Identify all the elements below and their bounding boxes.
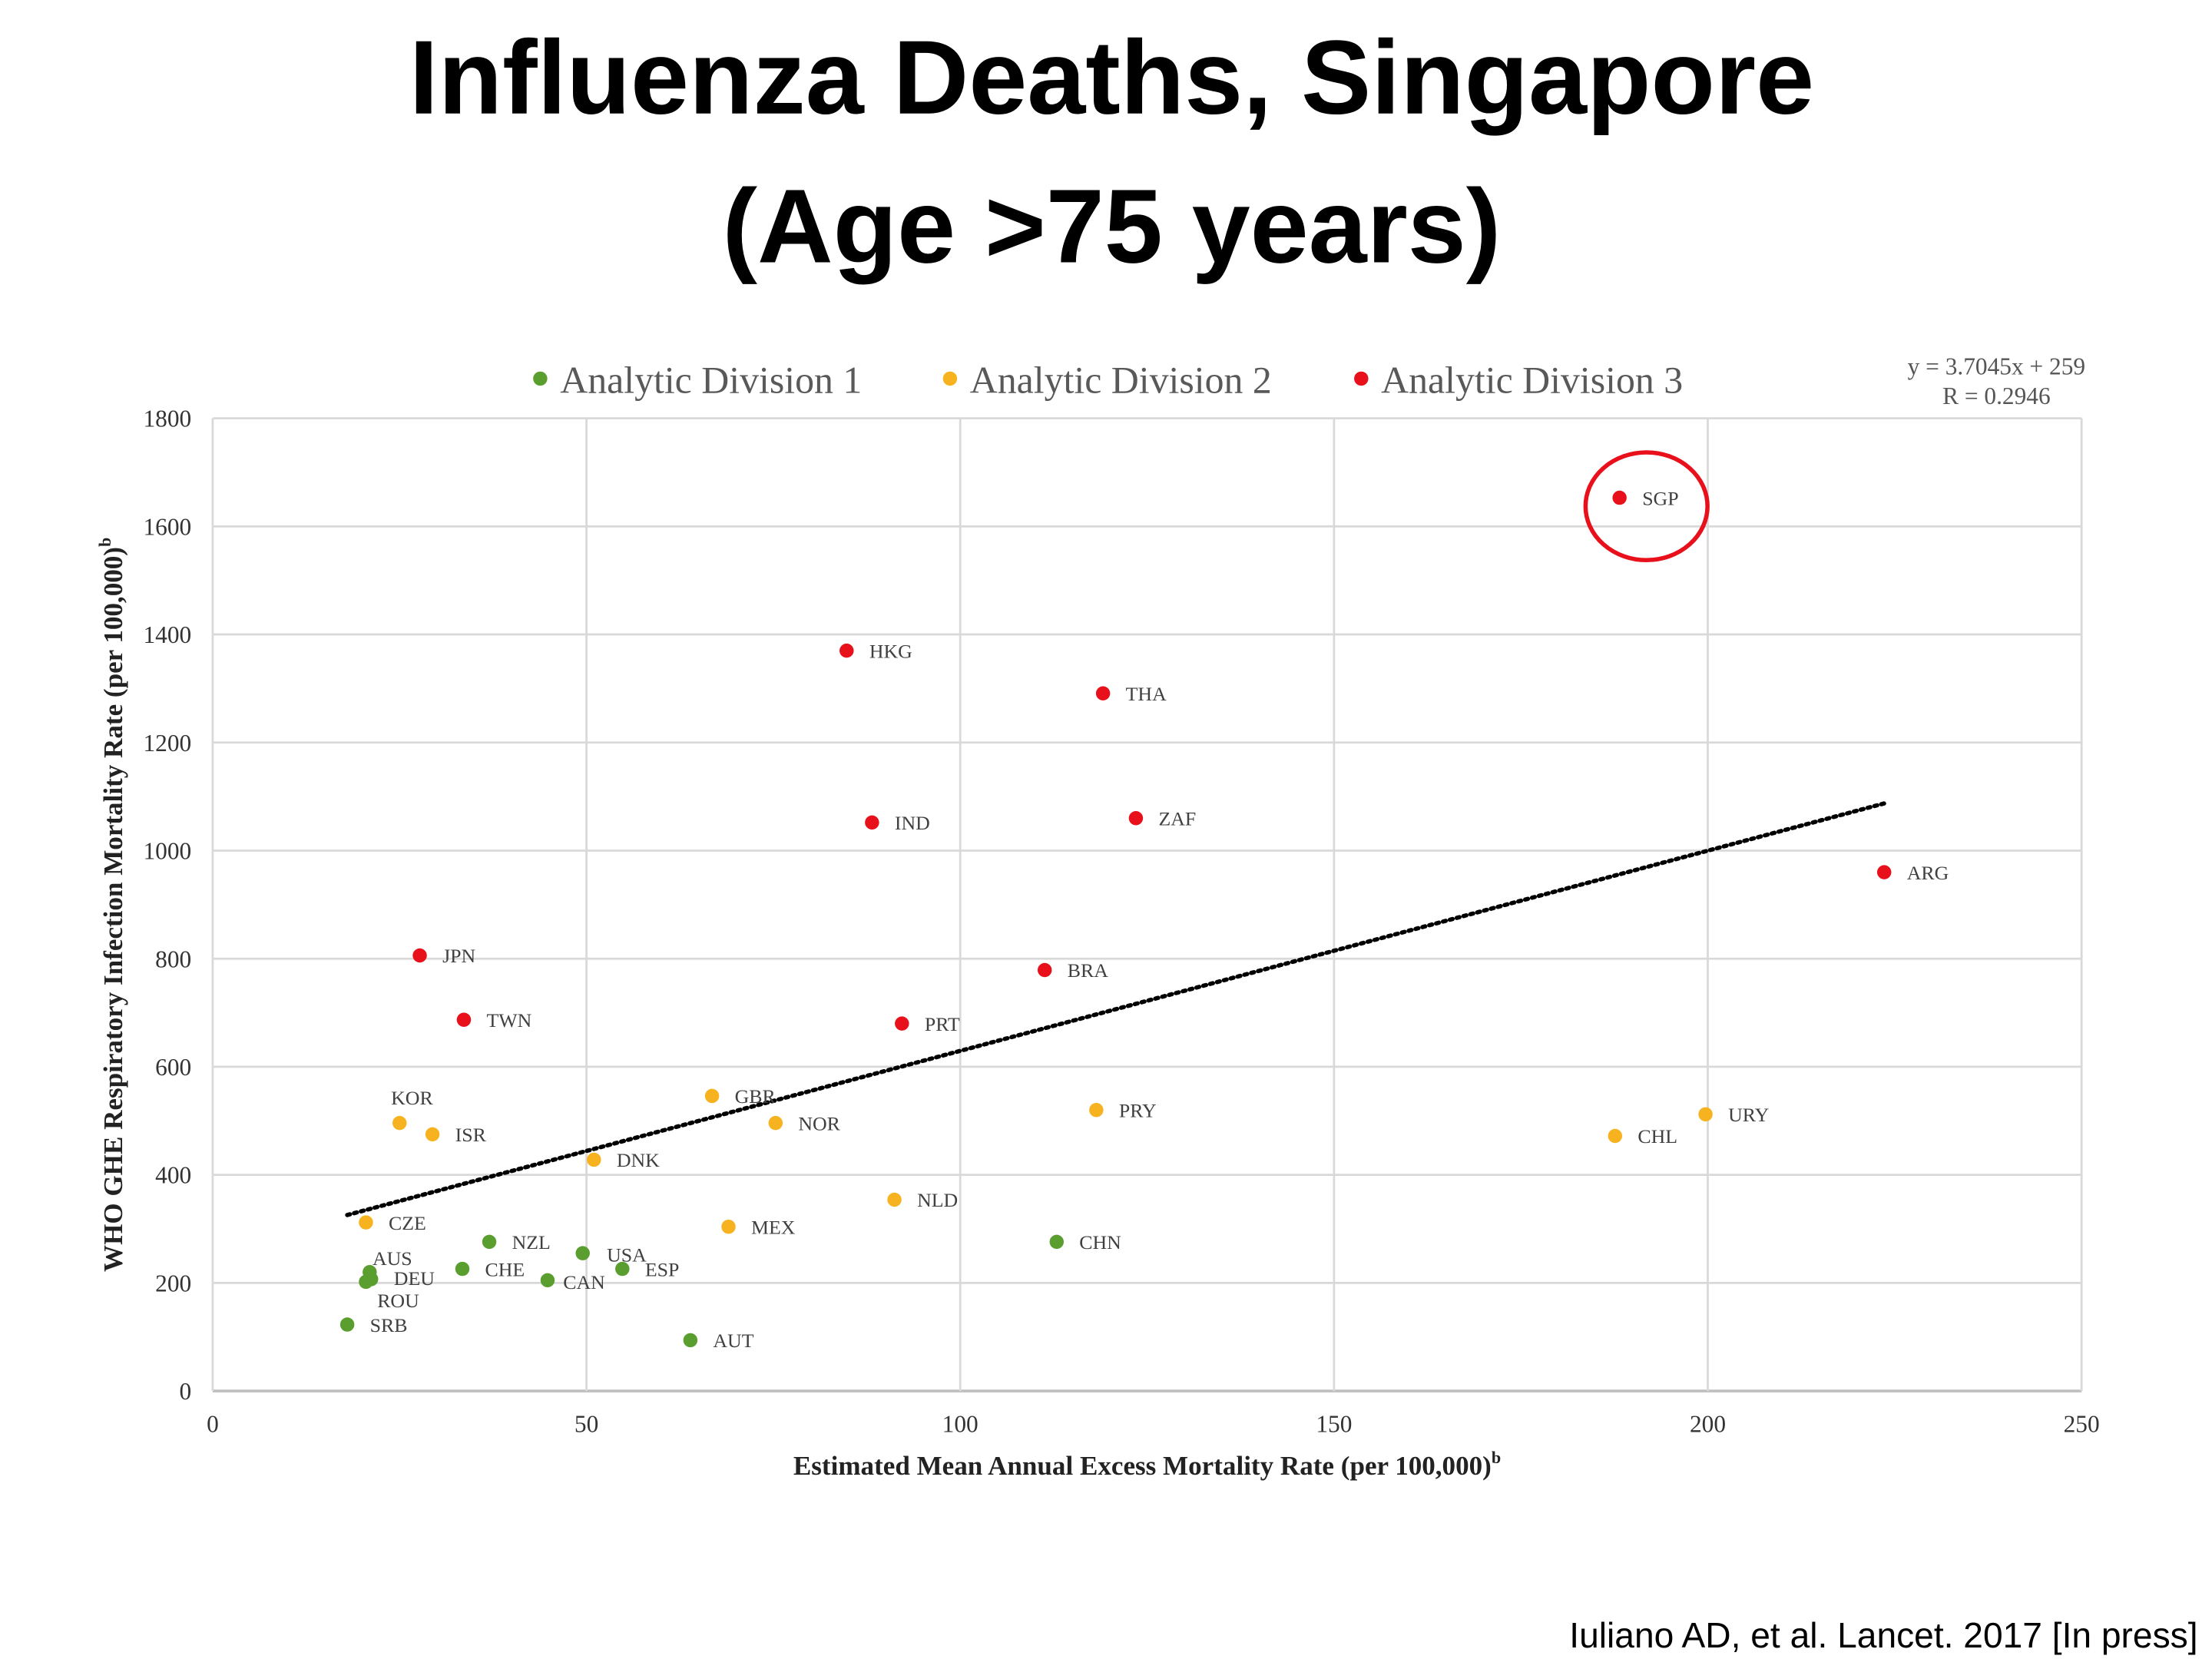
point-label: PRY	[1119, 1099, 1157, 1121]
y-axis-label: WHO GHE Respiratory Infection Mortality …	[95, 538, 128, 1272]
point-label: ISR	[455, 1124, 487, 1146]
data-point-aut	[683, 1333, 698, 1348]
r-value: R = 0.2946	[1942, 382, 2051, 409]
data-point-twn	[456, 1012, 472, 1027]
data-point-pry	[1089, 1102, 1104, 1118]
point-label: SRB	[370, 1314, 408, 1336]
x-tick-label: 200	[1690, 1411, 1726, 1438]
x-tick-label: 150	[1316, 1411, 1352, 1438]
slide-title-line2: (Age >75 years)	[723, 167, 1502, 285]
data-point-usa	[575, 1246, 590, 1260]
sgp-highlight-circle	[1583, 450, 1710, 563]
axis-ticks: 0 200 400 600 800 1000 1200 1400 1600 1800 0 50 100 1…	[143, 406, 2099, 1438]
data-point-hkg	[839, 643, 854, 658]
y-tick-label: 800	[155, 945, 191, 972]
point-label: CHN	[1079, 1231, 1121, 1253]
point-label: AUT	[713, 1330, 753, 1352]
data-point-kor	[392, 1115, 407, 1131]
legend-marker	[1354, 371, 1369, 386]
data-point-mex	[721, 1219, 736, 1234]
point-label: GBR	[735, 1085, 777, 1108]
point-label: ARG	[1907, 862, 1949, 884]
data-point-gbr	[704, 1088, 720, 1104]
point-label: DEU	[394, 1267, 435, 1290]
trendline-equation: y = 3.7045x + 259	[1908, 353, 2085, 379]
data-point-srb	[339, 1317, 355, 1332]
y-tick-label: 1000	[143, 838, 191, 865]
point-label: THA	[1126, 683, 1167, 705]
y-tick-label: 1200	[143, 730, 191, 757]
point-label: USA	[607, 1244, 647, 1267]
point-label: CHL	[1637, 1125, 1677, 1147]
point-label: CHE	[485, 1258, 525, 1280]
data-point-sgp	[1612, 490, 1627, 505]
y-tick-label: 1600	[143, 513, 191, 540]
y-tick-label: 0	[180, 1378, 192, 1405]
trendline	[345, 800, 1889, 1217]
citation: Iuliano AD, et al. Lancet. 2017 [In pres…	[1569, 1615, 2197, 1655]
x-tick-label: 100	[942, 1411, 979, 1438]
data-point-chn	[1049, 1234, 1065, 1250]
y-tick-label: 600	[155, 1054, 191, 1081]
point-label: DNK	[617, 1149, 660, 1171]
data-point-nor	[768, 1115, 783, 1131]
x-tick-label: 0	[207, 1411, 219, 1438]
point-label: BRA	[1068, 959, 1108, 982]
point-label: URY	[1728, 1104, 1769, 1126]
point-label: AUS	[373, 1247, 412, 1270]
data-point-tha	[1095, 686, 1111, 700]
point-label: ZAF	[1158, 808, 1196, 830]
point-label: NOR	[798, 1112, 840, 1134]
legend: Analytic Division 1 Analytic Division 2 An…	[533, 359, 1683, 401]
point-label: SGP	[1642, 487, 1678, 509]
data-point-prt	[895, 1016, 909, 1031]
legend-item: Analytic Division 3	[1381, 359, 1683, 401]
x-axis-label: Estimated Mean Annual Excess Mortality R…	[793, 1448, 1501, 1481]
data-point-ind	[865, 815, 879, 830]
legend-item: Analytic Division 2	[970, 359, 1272, 401]
y-tick-label: 1400	[143, 621, 191, 648]
point-label: NZL	[512, 1231, 551, 1253]
point-label: IND	[895, 812, 930, 834]
data-point-chl	[1608, 1128, 1623, 1144]
x-tick-label: 50	[575, 1411, 598, 1438]
point-label: CAN	[563, 1271, 605, 1293]
slide-title-line1: Influenza Deaths, Singapore	[409, 18, 1814, 136]
data-point-dnk	[587, 1152, 601, 1167]
data-point-arg	[1876, 865, 1892, 879]
y-tick-label: 400	[155, 1162, 191, 1189]
x-tick-label: 250	[2064, 1411, 2100, 1438]
data-point-nzl	[482, 1234, 497, 1250]
point-label: HKG	[869, 640, 912, 662]
data-point-isr	[425, 1127, 440, 1142]
data-point-zaf	[1128, 811, 1144, 826]
legend-marker	[533, 371, 548, 386]
y-tick-label: 1800	[143, 406, 191, 432]
data-point-esp	[615, 1261, 630, 1277]
point-label: PRT	[925, 1013, 960, 1035]
data-point-ury	[1698, 1107, 1713, 1122]
point-label: JPN	[442, 945, 475, 967]
point-label: NLD	[917, 1189, 958, 1211]
point-label: ESP	[645, 1258, 680, 1280]
legend-item: Analytic Division 1	[560, 359, 862, 401]
data-point-bra	[1037, 962, 1052, 978]
data-point-can	[540, 1273, 555, 1288]
legend-marker	[942, 371, 958, 386]
data-point-jpn	[412, 948, 427, 963]
gridlines	[211, 417, 2083, 1392]
point-label: CZE	[389, 1212, 426, 1234]
data-point-che	[455, 1261, 470, 1277]
point-label: TWN	[486, 1009, 531, 1031]
point-label: KOR	[391, 1087, 433, 1109]
y-tick-label: 200	[155, 1270, 191, 1296]
point-label: MEX	[751, 1216, 796, 1238]
data-point-nld	[887, 1192, 902, 1207]
data-point-rou	[359, 1274, 373, 1290]
point-label: ROU	[377, 1290, 419, 1312]
data-point-cze	[359, 1215, 373, 1230]
